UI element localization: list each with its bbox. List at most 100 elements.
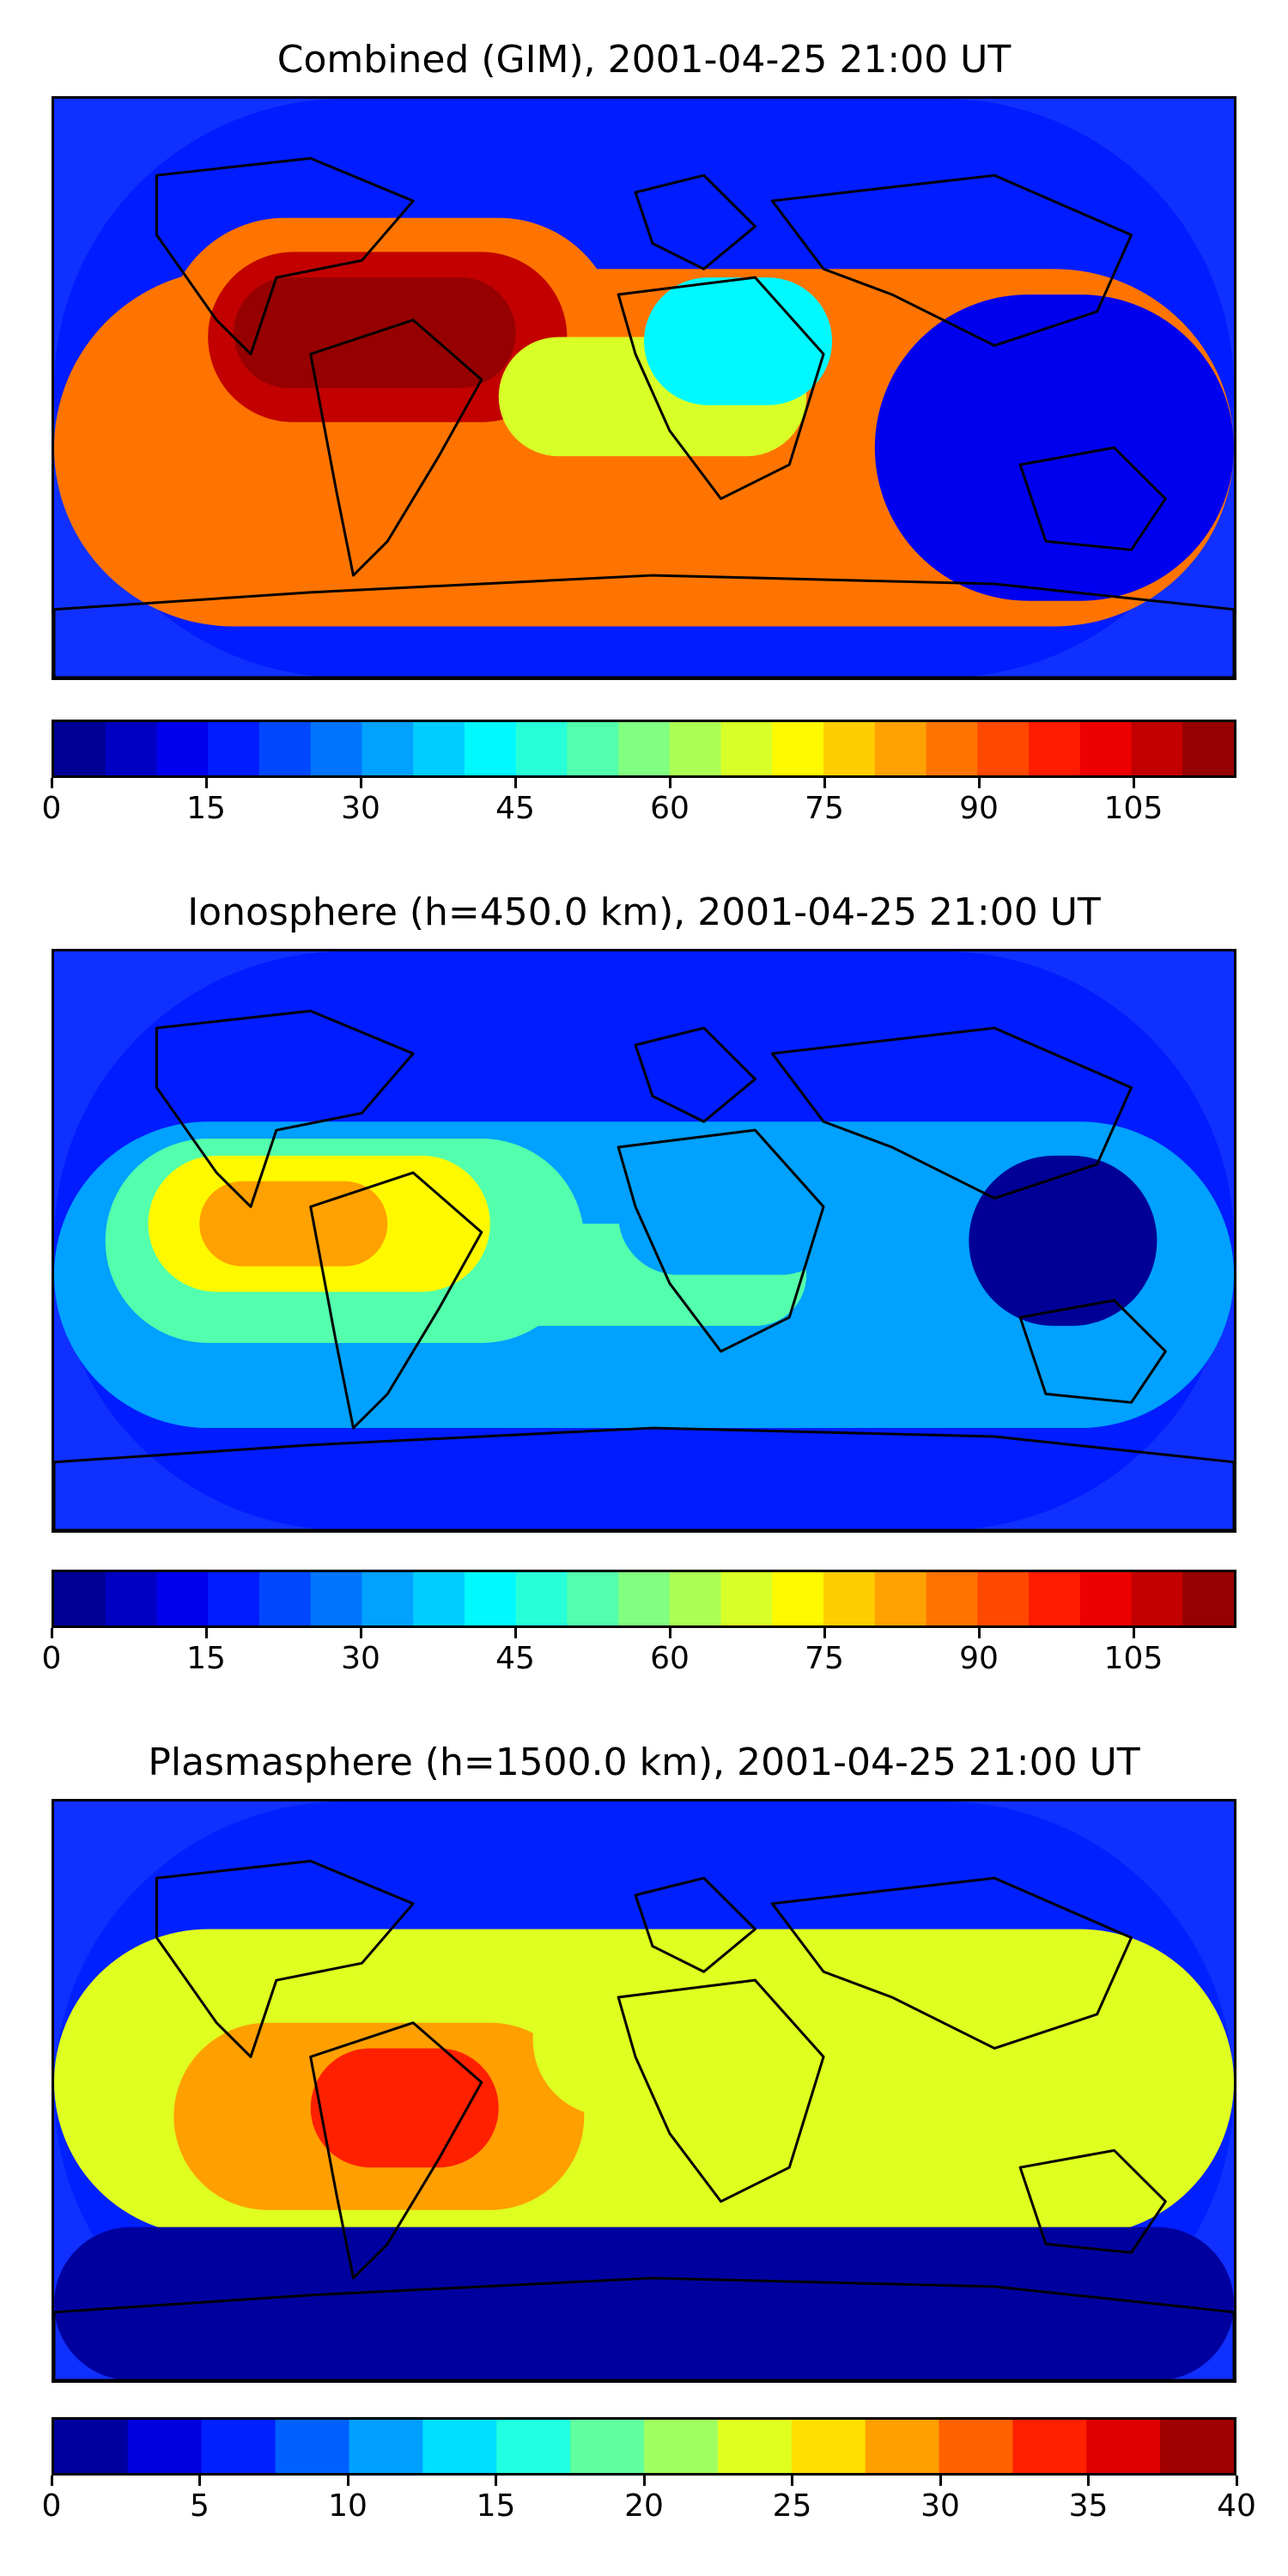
colorbar-tick-mark [1087,2476,1090,2486]
colorbar-bin [1086,2420,1161,2473]
map-combined [52,96,1236,680]
colorbar-combined [52,720,1236,778]
colorbar-tick-label: 60 [650,791,690,826]
chart-title-plasmasphere: Plasmasphere (h=1500.0 km), 2001-04-25 2… [148,1741,1140,1784]
contour-band [969,1155,1157,1327]
colorbar-bin [54,722,106,775]
colorbar-tick-mark [668,778,671,788]
colorbar-tick-label: 105 [1103,791,1163,826]
colorbar-bin [361,722,414,775]
coastlines-combined [54,156,1234,677]
colorbar-bin [413,722,465,775]
colorbar-tick-mark [642,2476,646,2486]
coastline-path [770,1026,1133,1200]
colorbar-bin [201,2420,276,2473]
colorbar-bin [1160,2420,1234,2473]
coastline-path [155,1009,415,1208]
colorbar-tick-label: 30 [341,1641,380,1676]
colorbar-bin [823,1572,876,1625]
colorbar-bin [310,1572,363,1625]
coastline-path [309,2021,483,2280]
colorbar-tick-mark [668,1628,671,1638]
colorbar-bin [361,1572,414,1625]
colorbar-tick-label: 0 [41,1641,62,1676]
colorbar-bins-plasmasphere [54,2420,1234,2473]
colorbar-tick-mark [50,1628,53,1638]
coastline-path [309,1171,483,1430]
colorbar-tick-mark [823,778,826,788]
colorbar-bin [567,1572,619,1625]
contour-field-plasmasphere [54,1801,1234,2380]
coastline-path [54,574,1234,677]
colorbar-bin [926,722,978,775]
map-ionosphere [52,949,1236,1533]
coastline-path [617,1978,825,2203]
colorbar-bin [515,722,568,775]
colorbar-bin [874,722,927,775]
colorbar-tick-mark [513,778,517,788]
colorbar-tick-label: 75 [805,791,844,826]
contour-band [618,1155,841,1275]
colorbar-tick-label: 45 [495,791,535,826]
coastlines-plasmasphere [54,1859,1234,2380]
contour-band [644,277,833,405]
colorbar-bin [570,2420,645,2473]
coastline-path [309,319,483,577]
coastline-path [54,2276,1234,2380]
colorbar-bin [669,1572,722,1625]
colorbar-tick-label: 15 [476,2488,516,2524]
colorbar-tick-mark [1132,778,1135,788]
colorbar-tick-label: 0 [41,791,62,826]
coastline-path [634,173,756,270]
colorbar-bin [720,722,773,775]
tec-field-ionosphere [54,951,1234,1530]
coastline-path [770,1876,1133,2050]
colorbar-bin [105,722,158,775]
contour-band [54,2227,1234,2380]
contour-band [874,294,1234,601]
tec-field-plasmasphere [54,1801,1234,2380]
colorbar-bin [54,2420,129,2473]
colorbar-tick-mark [50,2476,53,2486]
colorbar-tick-mark [1235,2476,1238,2486]
colorbar-bin [496,2420,571,2473]
colorbar-bin [464,722,517,775]
colorbar-tick-mark [204,1628,208,1638]
chart-title-ionosphere: Ionosphere (h=450.0 km), 2001-04-25 21:0… [187,890,1101,934]
colorbar-tick-mark [977,1628,981,1638]
colorbar-bin [874,1572,927,1625]
colorbar-bin [105,1572,158,1625]
colorbar-bin [977,1572,1030,1625]
colorbar-bin [1012,2420,1087,2473]
colorbar-tick-mark [977,778,981,788]
colorbar-bin [127,2420,203,2473]
coastline-path [1018,2148,1167,2254]
colorbar-bin [865,2420,940,2473]
colorbar-bin [977,722,1030,775]
contour-band [532,1963,790,2117]
colorbar-bin [258,1572,312,1625]
colorbar-bin [791,2420,866,2473]
colorbar-bin [310,722,363,775]
colorbar-bin [720,1572,773,1625]
colorbar-bin [1029,722,1081,775]
colorbar-bin [1182,722,1234,775]
colorbar-tick-label: 75 [805,1641,844,1676]
colorbar-bin [208,1572,260,1625]
colorbar-tick-label: 90 [959,1641,999,1676]
colorbar-bin [208,722,260,775]
colorbar-tick-label: 90 [959,791,999,826]
colorbar-bin [275,2420,350,2473]
colorbar-tick-label: 30 [920,2488,960,2524]
colorbar-tick-mark [823,1628,826,1638]
colorbar-bin [717,2420,793,2473]
colorbar-tick-label: 0 [41,2488,62,2524]
colorbar-bin [772,1572,824,1625]
coastline-path [1018,446,1167,551]
colorbar-tick-label: 10 [328,2488,368,2524]
coastline-path [634,1026,756,1123]
colorbar-bin [515,1572,568,1625]
colorbar-bin [1131,1572,1183,1625]
coastline-path [617,276,825,501]
coastlines-ionosphere [54,1009,1234,1530]
